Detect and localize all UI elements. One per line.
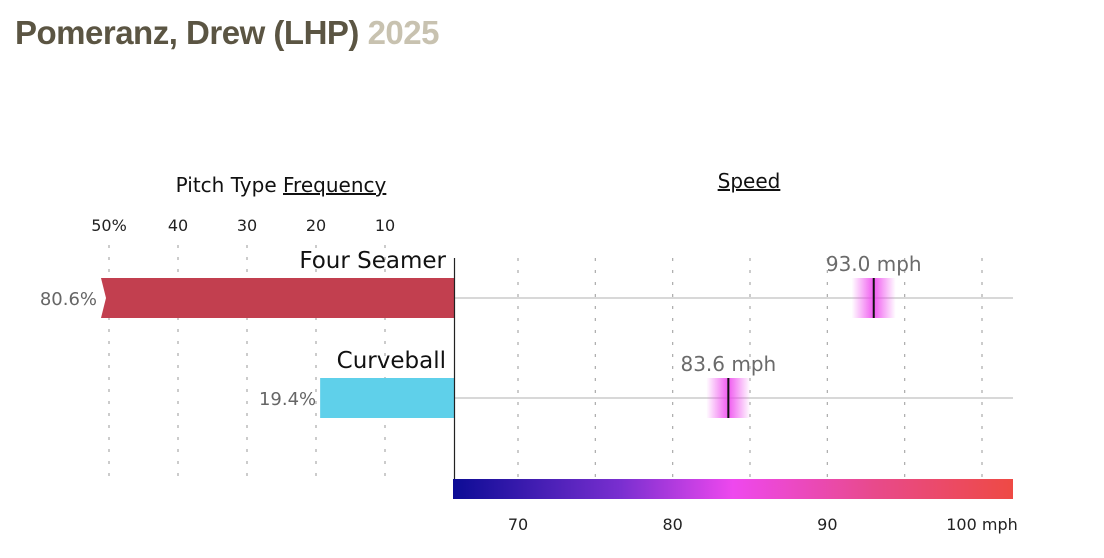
speed-value-label: 93.0 mph [826, 252, 922, 276]
speed-colorbar [453, 479, 1013, 499]
page-title: Pomeranz, Drew (LHP) 2025 [15, 14, 440, 52]
frequency-tick-label: 30 [237, 216, 257, 235]
frequency-tick-label: 40 [168, 216, 188, 235]
pitch-type-label: Four Seamer [299, 248, 446, 274]
frequency-tick-label: 10 [375, 216, 395, 235]
speed-tick-label: 90 [817, 515, 837, 534]
pitcher-name: Pomeranz, Drew (LHP) [15, 14, 359, 51]
frequency-tick-label: 20 [306, 216, 326, 235]
speed-value-label: 83.6 mph [680, 352, 776, 376]
frequency-title: Pitch Type Frequency [176, 173, 387, 197]
frequency-title-link[interactable]: Frequency [283, 173, 386, 197]
speed-tick-label: 70 [508, 515, 528, 534]
frequency-tick-label: 50% [91, 216, 127, 235]
frequency-value-label: 80.6% [40, 289, 97, 310]
season-year: 2025 [367, 14, 440, 51]
speed-tick-label: 80 [662, 515, 682, 534]
frequency-value-label: 19.4% [259, 389, 316, 410]
frequency-bar [320, 378, 454, 418]
frequency-bar [101, 278, 454, 318]
speed-tick-label: 100 mph [946, 515, 1018, 534]
speed-title[interactable]: Speed [718, 169, 781, 193]
pitch-type-label: Curveball [337, 348, 446, 374]
